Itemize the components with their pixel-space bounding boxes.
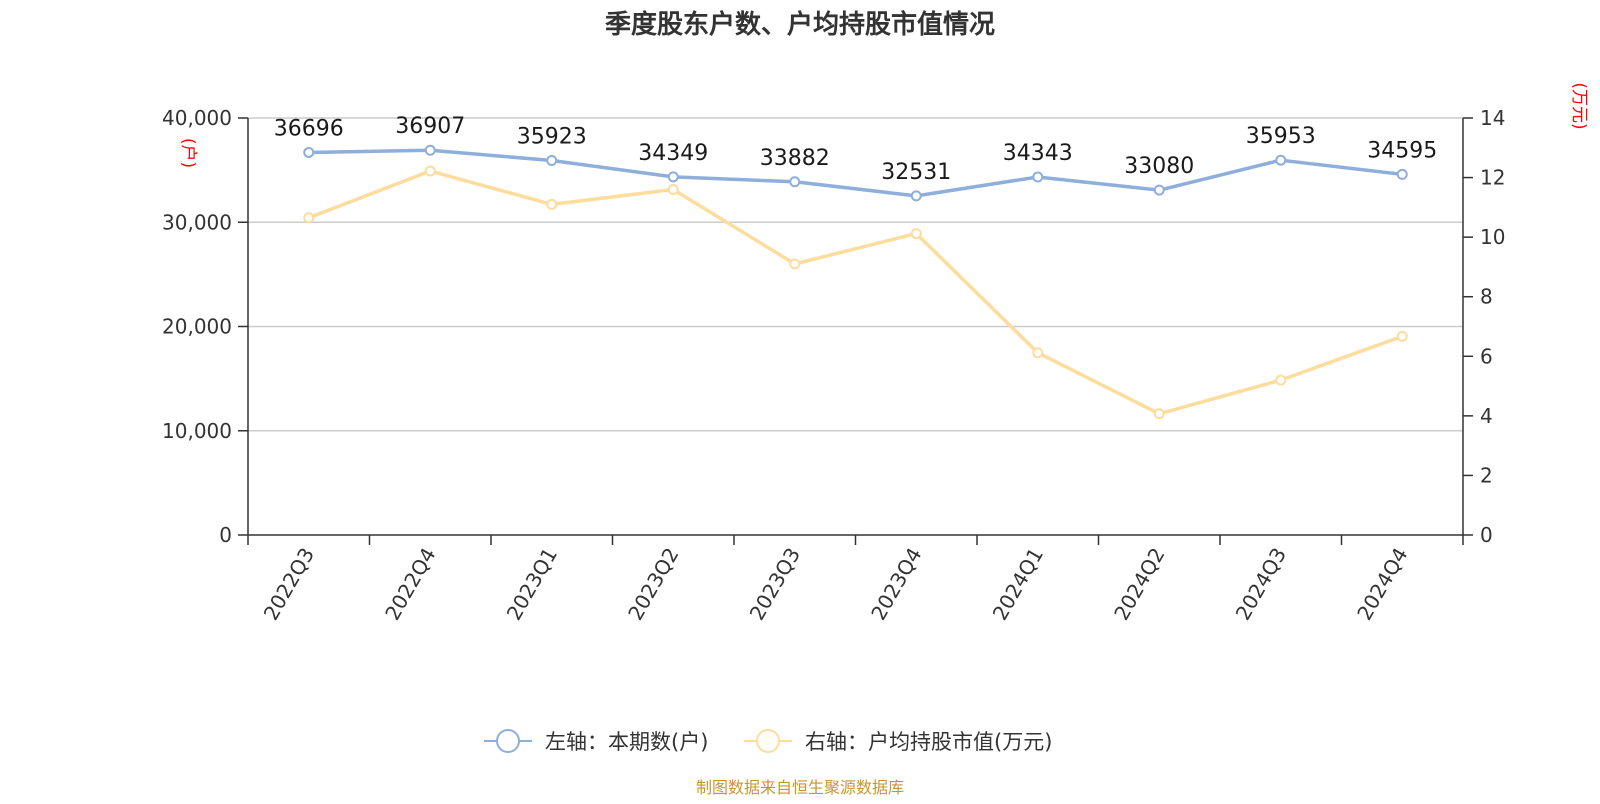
data-point-right xyxy=(1275,374,1287,386)
x-axis-category-label: 2024Q2 xyxy=(1109,544,1169,625)
chart-title: 季度股东户数、户均持股市值情况 xyxy=(605,9,995,40)
legend-item[interactable]: 右轴：户均持股市值(万元) xyxy=(744,729,1052,754)
x-axis-category-label: 2022Q4 xyxy=(380,544,440,625)
data-point-left xyxy=(789,176,801,188)
x-axis-category-label: 2024Q4 xyxy=(1352,544,1412,625)
data-point-left xyxy=(546,155,558,167)
legend-item[interactable]: 左轴：本期数(户) xyxy=(484,729,708,754)
right-axis-tick-label: 14 xyxy=(1480,106,1505,130)
data-point-right xyxy=(546,198,558,210)
right-axis-tick-label: 2 xyxy=(1480,463,1493,487)
data-point-left xyxy=(303,146,315,158)
data-point-left xyxy=(667,171,679,183)
left-axis-tick-label: 20,000 xyxy=(162,315,232,339)
left-axis-unit-label: (户) xyxy=(178,138,198,168)
data-point-right xyxy=(667,183,679,195)
source-note: 制图数据来自恒生聚源数据库 xyxy=(696,778,904,797)
legend-label: 左轴：本期数(户) xyxy=(545,730,708,754)
series-line-right xyxy=(307,169,1404,416)
legend-marker-icon xyxy=(496,729,520,753)
legend-marker-icon xyxy=(756,729,780,753)
data-label: 35953 xyxy=(1246,124,1316,149)
grid-lines xyxy=(248,117,1463,432)
data-point-right xyxy=(303,212,315,224)
data-point-right xyxy=(910,228,922,240)
data-point-right xyxy=(789,258,801,270)
x-axis-category-label: 2023Q4 xyxy=(866,544,926,625)
data-point-right xyxy=(1032,347,1044,359)
right-axis-tick-label: 6 xyxy=(1480,344,1493,368)
data-label: 35923 xyxy=(517,125,587,150)
data-label: 34349 xyxy=(638,141,708,166)
data-point-right xyxy=(1153,408,1165,420)
data-label: 36907 xyxy=(395,114,465,139)
left-axis-tick-label: 10,000 xyxy=(162,419,232,443)
x-axis-category-label: 2024Q3 xyxy=(1231,544,1291,625)
right-axis-tick-label: 4 xyxy=(1480,404,1493,428)
data-label: 33080 xyxy=(1124,154,1194,179)
axes: 0 10,000 20,000 30,000 40,000 0 2 4 6 8 10 12 14 2022… xyxy=(162,82,1589,624)
x-axis-category-label: 2023Q1 xyxy=(502,544,562,625)
data-labels: 36696 36907 35923 34349 33882 32531 34343 33080… xyxy=(274,114,1438,185)
legend[interactable]: 左轴：本期数(户) 右轴：户均持股市值(万元) xyxy=(484,729,1052,754)
right-axis-tick-label: 12 xyxy=(1480,166,1505,190)
x-axis-category-label: 2023Q3 xyxy=(745,544,805,625)
series-line-left xyxy=(307,148,1404,198)
right-axis-tick-label: 8 xyxy=(1480,285,1493,309)
data-point-right xyxy=(424,165,436,177)
x-axis-category-label: 2024Q1 xyxy=(988,544,1048,625)
data-point-left xyxy=(1032,171,1044,183)
right-axis-tick-label: 10 xyxy=(1480,225,1505,249)
data-point-right xyxy=(1396,330,1408,342)
data-label: 34343 xyxy=(1003,141,1073,166)
series-lines xyxy=(303,144,1408,420)
data-label: 36696 xyxy=(274,116,344,141)
left-axis-tick-label: 40,000 xyxy=(162,106,232,130)
data-point-left xyxy=(1275,154,1287,166)
data-label: 32531 xyxy=(881,160,951,185)
data-label: 34595 xyxy=(1367,138,1437,163)
x-axis-category-label: 2023Q2 xyxy=(623,544,683,625)
right-axis-tick-label: 0 xyxy=(1480,523,1493,547)
data-point-left xyxy=(1153,184,1165,196)
data-point-left xyxy=(910,190,922,202)
data-point-left xyxy=(1396,168,1408,180)
x-axis-category-label: 2022Q3 xyxy=(259,544,319,625)
legend-label: 右轴：户均持股市值(万元) xyxy=(805,730,1052,754)
data-label: 33882 xyxy=(760,146,830,171)
left-axis-tick-label: 30,000 xyxy=(162,210,232,234)
data-point-left xyxy=(424,144,436,156)
left-axis-tick-label: 0 xyxy=(219,523,232,547)
right-axis-unit-label: (万元) xyxy=(1569,82,1589,129)
